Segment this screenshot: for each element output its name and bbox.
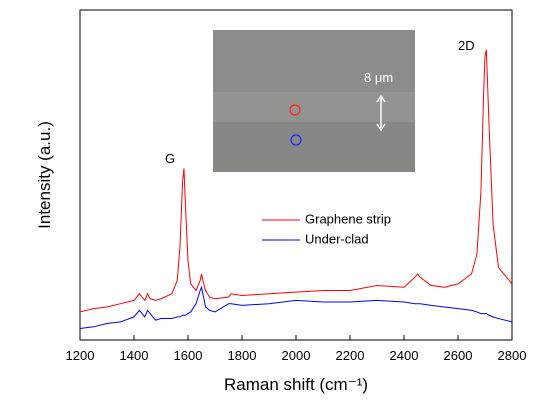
x-axis-label: Raman shift (cm⁻¹) bbox=[224, 375, 368, 394]
peak-label: 2D bbox=[458, 38, 475, 53]
x-tick-label: 1600 bbox=[174, 348, 203, 363]
legend-label: Graphene strip bbox=[305, 211, 391, 226]
x-tick-label: 1400 bbox=[120, 348, 149, 363]
series-line bbox=[79, 285, 513, 329]
x-tick-label: 2800 bbox=[498, 348, 527, 363]
series-line bbox=[79, 49, 513, 313]
y-axis-label: Intensity (a.u.) bbox=[35, 121, 54, 229]
peak-label: G bbox=[165, 151, 175, 166]
x-tick-label: 2400 bbox=[390, 348, 419, 363]
scale-label: 8 μm bbox=[364, 70, 393, 85]
x-tick-label: 2600 bbox=[444, 348, 473, 363]
x-tick-label: 2200 bbox=[336, 348, 365, 363]
inset-photo: 8 μm bbox=[213, 30, 415, 172]
x-tick-label: 1800 bbox=[228, 348, 257, 363]
legend-label: Under-clad bbox=[305, 231, 369, 246]
x-tick-label: 1200 bbox=[66, 348, 95, 363]
x-tick-label: 2000 bbox=[282, 348, 311, 363]
